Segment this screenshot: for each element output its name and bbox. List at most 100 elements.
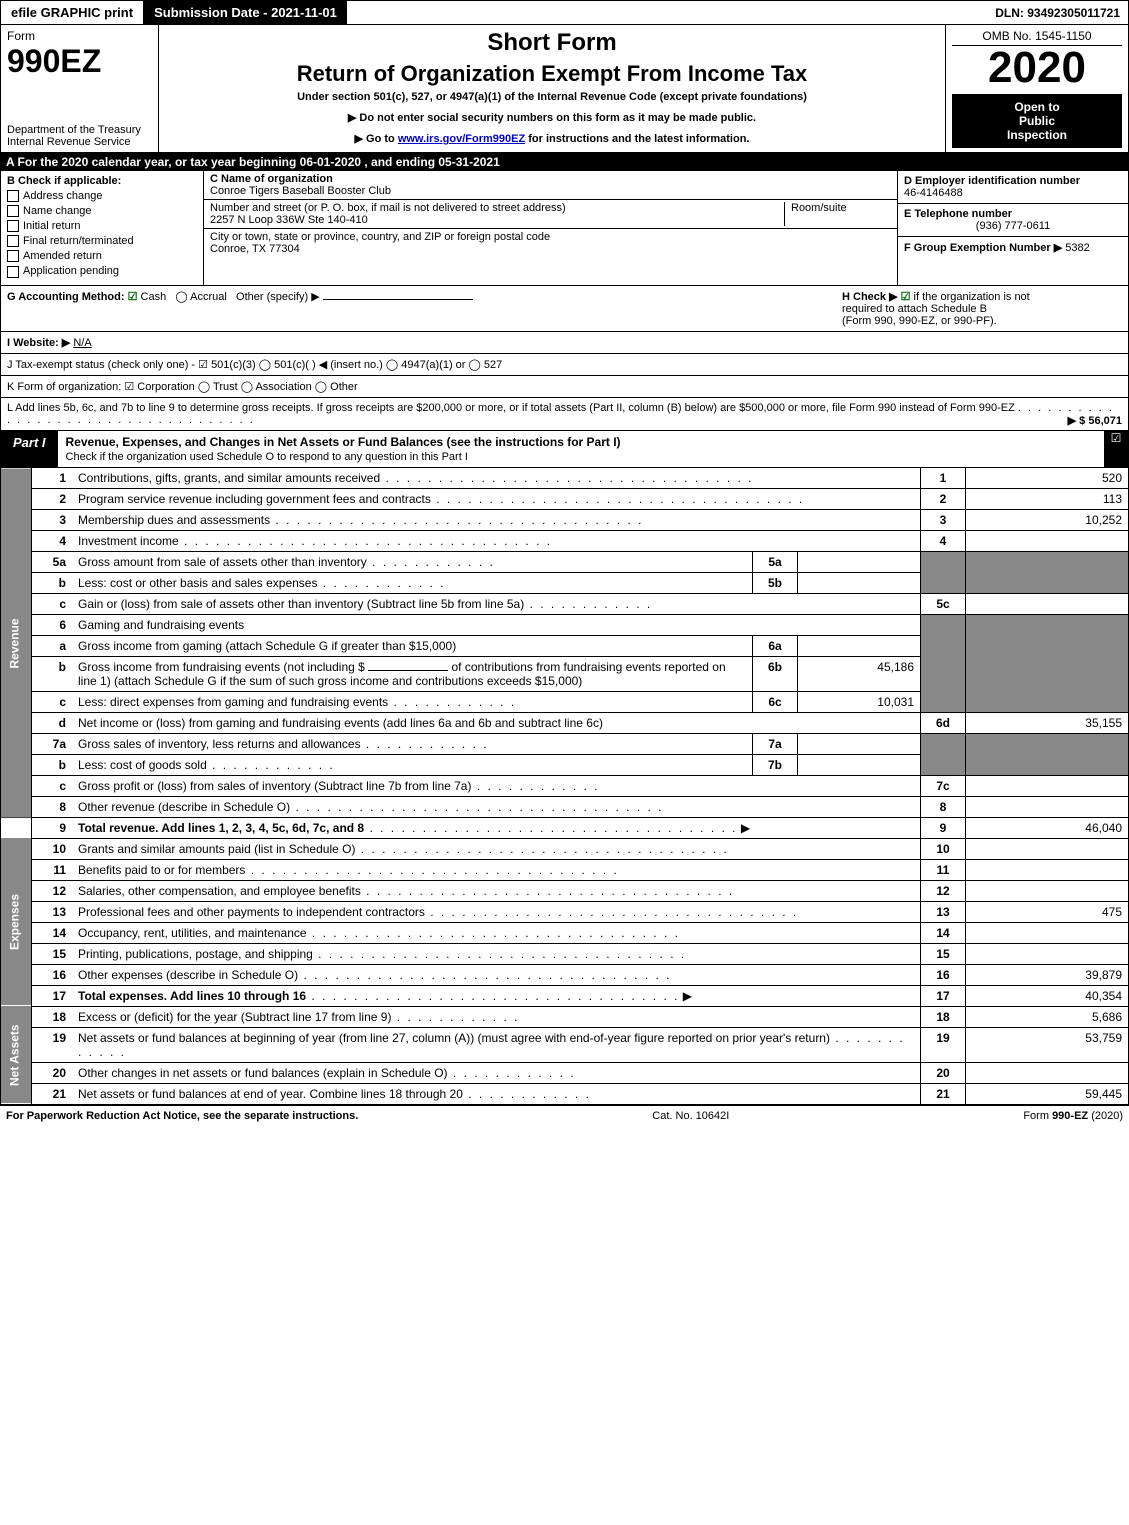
l7b-no: b bbox=[32, 754, 73, 775]
top-bar: efile GRAPHIC print Submission Date - 20… bbox=[0, 0, 1129, 25]
l8-desc: Other revenue (describe in Schedule O) bbox=[72, 796, 921, 817]
goto-suffix: for instructions and the latest informat… bbox=[528, 133, 749, 145]
row-k: K Form of organization: ☑ Corporation ◯ … bbox=[0, 376, 1129, 398]
col-def: D Employer identification number 46-4146… bbox=[897, 171, 1128, 285]
l6c-desc: Less: direct expenses from gaming and fu… bbox=[72, 691, 753, 712]
l16-desc: Other expenses (describe in Schedule O) bbox=[72, 964, 921, 985]
g-accrual: Accrual bbox=[190, 291, 227, 303]
h-text1: if the organization is not bbox=[914, 291, 1030, 303]
l14-no: 14 bbox=[32, 922, 73, 943]
l7c-rno: 7c bbox=[921, 775, 966, 796]
l6abc-shade-val bbox=[966, 614, 1129, 712]
h-text2: required to attach Schedule B bbox=[842, 303, 987, 315]
l12-rval bbox=[966, 880, 1129, 901]
cb-app-pending[interactable]: Application pending bbox=[7, 265, 197, 277]
dept-irs: Internal Revenue Service bbox=[7, 136, 152, 148]
l9-desc: Total revenue. Add lines 1, 2, 3, 4, 5c,… bbox=[72, 817, 921, 838]
l10-no: 10 bbox=[32, 838, 73, 859]
row-a-tax-year: A For the 2020 calendar year, or tax yea… bbox=[0, 153, 1129, 171]
instructions-link-row: ▶ Go to www.irs.gov/Form990EZ for instru… bbox=[169, 132, 935, 145]
g-other: Other (specify) ▶ bbox=[236, 291, 320, 303]
l8-no: 8 bbox=[32, 796, 73, 817]
l4-rno: 4 bbox=[921, 530, 966, 551]
g-label: G Accounting Method: bbox=[7, 291, 125, 303]
l3-desc: Membership dues and assessments bbox=[72, 509, 921, 530]
phone: (936) 777-0611 bbox=[904, 220, 1122, 232]
l2-desc: Program service revenue including govern… bbox=[72, 488, 921, 509]
street-address: 2257 N Loop 336W Ste 140-410 bbox=[210, 214, 784, 226]
f-label: F Group Exemption Number ▶ bbox=[904, 242, 1062, 254]
l6b-no: b bbox=[32, 656, 73, 691]
open-line1: Open to bbox=[956, 100, 1118, 114]
cb-address-change[interactable]: Address change bbox=[7, 190, 197, 202]
l4-no: 4 bbox=[32, 530, 73, 551]
l5b-mval bbox=[798, 572, 921, 593]
l-amount: ▶ $ 56,071 bbox=[1068, 414, 1122, 427]
l3-no: 3 bbox=[32, 509, 73, 530]
l18-rval: 5,686 bbox=[966, 1006, 1129, 1027]
l6c-mno: 6c bbox=[753, 691, 798, 712]
l18-rno: 18 bbox=[921, 1006, 966, 1027]
i-label: I Website: ▶ bbox=[7, 337, 70, 349]
l21-desc: Net assets or fund balances at end of ye… bbox=[72, 1083, 921, 1104]
l1-no: 1 bbox=[32, 468, 73, 489]
l6c-no: c bbox=[32, 691, 73, 712]
org-name: Conroe Tigers Baseball Booster Club bbox=[210, 185, 891, 197]
cb-amended-return[interactable]: Amended return bbox=[7, 250, 197, 262]
part1-tab: Part I bbox=[1, 431, 58, 467]
l7a-no: 7a bbox=[32, 733, 73, 754]
open-public-badge: Open to Public Inspection bbox=[952, 94, 1122, 148]
l15-rno: 15 bbox=[921, 943, 966, 964]
l20-desc: Other changes in net assets or fund bala… bbox=[72, 1062, 921, 1083]
l2-no: 2 bbox=[32, 488, 73, 509]
l20-rno: 20 bbox=[921, 1062, 966, 1083]
l7b-mno: 7b bbox=[753, 754, 798, 775]
e-label: E Telephone number bbox=[904, 208, 1122, 220]
cash-check-icon: ☑ bbox=[128, 291, 138, 303]
l7a-desc: Gross sales of inventory, less returns a… bbox=[72, 733, 753, 754]
l13-desc: Professional fees and other payments to … bbox=[72, 901, 921, 922]
l15-no: 15 bbox=[32, 943, 73, 964]
cb-name-change[interactable]: Name change bbox=[7, 205, 197, 217]
cb-initial-return[interactable]: Initial return bbox=[7, 220, 197, 232]
h-check-icon: ☑ bbox=[901, 291, 911, 303]
expenses-side-label: Expenses bbox=[1, 838, 32, 1006]
l15-desc: Printing, publications, postage, and shi… bbox=[72, 943, 921, 964]
row-j: J Tax-exempt status (check only one) - ☑… bbox=[0, 354, 1129, 376]
l7a-mval bbox=[798, 733, 921, 754]
cb-final-return[interactable]: Final return/terminated bbox=[7, 235, 197, 247]
l18-desc: Excess or (deficit) for the year (Subtra… bbox=[72, 1006, 921, 1027]
l16-rno: 16 bbox=[921, 964, 966, 985]
form-number: 990EZ bbox=[7, 43, 152, 80]
l5a-no: 5a bbox=[32, 551, 73, 572]
row-g-h: G Accounting Method: ☑ Cash ◯ Accrual Ot… bbox=[0, 286, 1129, 332]
header-center: Short Form Return of Organization Exempt… bbox=[159, 25, 946, 152]
open-line2: Public bbox=[956, 114, 1118, 128]
l19-desc: Net assets or fund balances at beginning… bbox=[72, 1027, 921, 1062]
header-right: OMB No. 1545-1150 2020 Open to Public In… bbox=[946, 25, 1128, 152]
l5a-desc: Gross amount from sale of assets other t… bbox=[72, 551, 753, 572]
l5b-mno: 5b bbox=[753, 572, 798, 593]
submission-date-btn[interactable]: Submission Date - 2021-11-01 bbox=[144, 1, 349, 24]
l6-desc: Gaming and fundraising events bbox=[72, 614, 921, 635]
l5a-mno: 5a bbox=[753, 551, 798, 572]
l5c-no: c bbox=[32, 593, 73, 614]
c-label: C Name of organization bbox=[210, 173, 891, 185]
l12-no: 12 bbox=[32, 880, 73, 901]
efile-print-btn[interactable]: efile GRAPHIC print bbox=[1, 1, 144, 24]
l20-rval bbox=[966, 1062, 1129, 1083]
l6abc-shade bbox=[921, 614, 966, 712]
addr-label: Number and street (or P. O. box, if mail… bbox=[210, 202, 784, 214]
l12-desc: Salaries, other compensation, and employ… bbox=[72, 880, 921, 901]
l13-rno: 13 bbox=[921, 901, 966, 922]
l1-rno: 1 bbox=[921, 468, 966, 489]
l8-rval bbox=[966, 796, 1129, 817]
irs-link[interactable]: www.irs.gov/Form990EZ bbox=[398, 133, 525, 145]
part1-check-icon: ☑ bbox=[1104, 431, 1128, 467]
l7b-desc: Less: cost of goods sold bbox=[72, 754, 753, 775]
l19-rval: 53,759 bbox=[966, 1027, 1129, 1062]
l5c-rval bbox=[966, 593, 1129, 614]
l6a-no: a bbox=[32, 635, 73, 656]
l5b-desc: Less: cost or other basis and sales expe… bbox=[72, 572, 753, 593]
l11-no: 11 bbox=[32, 859, 73, 880]
